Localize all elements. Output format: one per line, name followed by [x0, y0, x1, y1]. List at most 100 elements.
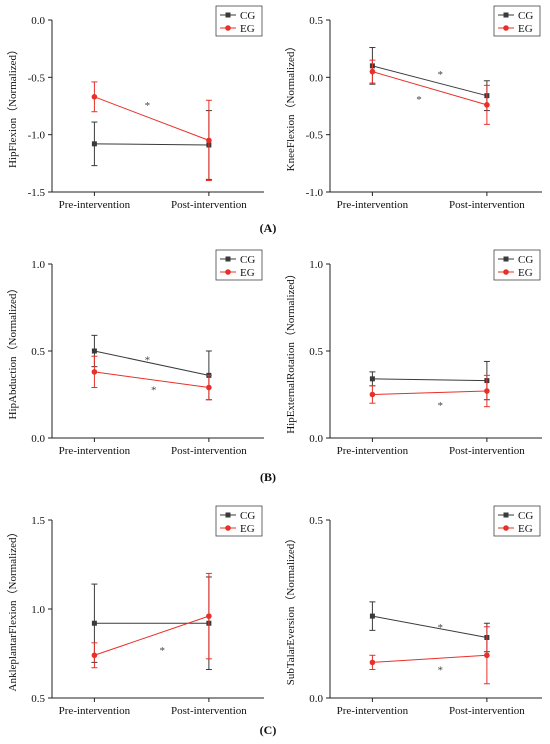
y-tick-label: -1.5 [28, 187, 46, 199]
legend-label: EG [518, 23, 533, 35]
y-axis-label: KneeFlexion（Normalized） [284, 41, 297, 172]
legend-marker [225, 12, 231, 18]
series-cg [91, 110, 212, 180]
series-line [372, 390, 487, 395]
legend-box [493, 505, 541, 537]
x-tick-label: Pre-intervention [59, 705, 131, 717]
x-tick-label: Post-intervention [449, 199, 525, 211]
legend-label: EG [518, 523, 533, 535]
data-point-circle [91, 94, 98, 100]
series-eg [91, 572, 212, 669]
legend-box [493, 5, 541, 37]
data-point-circle [91, 652, 98, 659]
y-tick-label: 0.0 [31, 15, 45, 27]
x-tick-label: Post-intervention [171, 445, 247, 457]
y-tick-label: 0.0 [309, 433, 323, 445]
panel-label-a: (A) [260, 221, 277, 235]
data-point-square [91, 348, 97, 354]
legend-label: EG [240, 267, 255, 279]
chart-panel-4: 0.0 0.5 1.0 Pre-intervention Post-interventi… [284, 249, 542, 457]
significance-star: * [437, 400, 443, 412]
y-tick-label: 0.0 [309, 72, 323, 84]
y-tick-label: 1.0 [309, 259, 323, 271]
series-eg [369, 374, 490, 408]
series-line [372, 615, 487, 638]
data-point-square [369, 376, 375, 382]
data-point-square [91, 141, 97, 147]
legend-box [215, 249, 263, 281]
data-point-circle [206, 384, 212, 391]
legend-label: EG [240, 523, 255, 535]
data-point-circle [206, 137, 212, 144]
data-point-circle [91, 369, 98, 375]
legend-label: EG [518, 267, 533, 279]
y-tick-label: 1.0 [31, 259, 45, 271]
series-line [372, 378, 487, 382]
y-tick-label: -1.0 [28, 130, 46, 142]
data-point-circle [484, 388, 490, 394]
series-line [94, 350, 209, 376]
x-tick-label: Pre-intervention [337, 705, 409, 717]
data-point-circle [369, 391, 376, 398]
legend-marker [225, 512, 231, 518]
y-axis-label: HipExternalRotation（Normalized） [284, 268, 297, 434]
data-point-square [91, 620, 97, 626]
series-line [94, 143, 209, 146]
y-tick-label: -0.5 [28, 72, 46, 84]
x-tick-label: Post-intervention [171, 199, 247, 211]
legend-marker [503, 25, 509, 31]
y-tick-label: 0.5 [31, 693, 45, 705]
data-point-circle [369, 68, 376, 75]
data-point-circle [369, 659, 376, 666]
y-axis-label: AnkleplantarFlexion（Normalized） [6, 527, 19, 692]
legend-label: CG [518, 10, 533, 22]
x-tick-label: Post-intervention [449, 705, 525, 717]
legend-label: EG [240, 23, 255, 35]
series-line [372, 654, 487, 663]
x-tick-label: Post-intervention [449, 445, 525, 457]
panel-label-c: (C) [260, 723, 277, 737]
significance-star: * [437, 69, 443, 81]
significance-star: * [437, 665, 443, 677]
significance-star: * [416, 94, 422, 106]
x-tick-label: Pre-intervention [59, 199, 131, 211]
series-eg [369, 59, 490, 125]
y-tick-label: 0.0 [31, 433, 45, 445]
legend-marker [503, 525, 509, 531]
x-tick-label: Pre-intervention [337, 445, 409, 457]
legend-box [215, 5, 263, 37]
legend-marker [503, 12, 509, 18]
chart-panel-3: 0.0 0.5 1.0 Pre-intervention Post-interventi… [6, 249, 264, 457]
y-tick-label: 0.0 [309, 693, 323, 705]
y-tick-label: 0.5 [31, 346, 45, 358]
legend-label: CG [518, 510, 533, 522]
series-cg [91, 576, 212, 671]
significance-star: * [437, 622, 443, 634]
legend-box [493, 249, 541, 281]
legend-marker [503, 269, 509, 275]
chart-panel-2: -1.0 -0.5 0.0 0.5 Pre-intervention Post-inter… [284, 5, 542, 211]
chart-panel-1: -1.5 -1.0 -0.5 0.0 Pre-intervention Post-inte… [6, 5, 264, 211]
series-eg [369, 626, 490, 685]
y-tick-label: 0.5 [309, 515, 323, 527]
legend-marker [503, 512, 509, 518]
chart-panel-5: 0.5 1.0 1.5 Pre-intervention Post-interventi… [6, 505, 264, 717]
y-axis-label: SubTalarEversion（Normalized） [284, 533, 297, 686]
series-line [94, 615, 210, 656]
legend-marker [503, 256, 509, 262]
legend-marker [225, 269, 231, 275]
y-axis-label: HipAbduction（Normalized） [6, 283, 19, 420]
legend-label: CG [518, 254, 533, 266]
series-cg [369, 601, 490, 653]
y-tick-label: 0.5 [309, 346, 323, 358]
legend-label: CG [240, 510, 255, 522]
legend-marker [225, 256, 231, 262]
significance-star: * [145, 100, 151, 112]
y-tick-label: 1.5 [31, 515, 45, 527]
